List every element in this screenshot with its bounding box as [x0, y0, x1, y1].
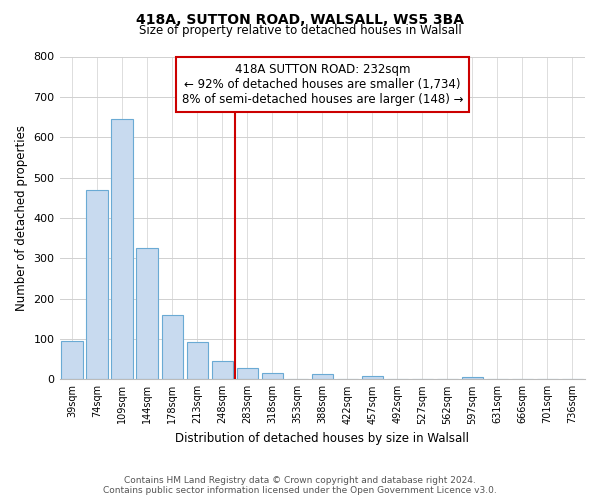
- X-axis label: Distribution of detached houses by size in Walsall: Distribution of detached houses by size …: [175, 432, 469, 445]
- Text: Size of property relative to detached houses in Walsall: Size of property relative to detached ho…: [139, 24, 461, 37]
- Bar: [212, 361, 233, 380]
- Y-axis label: Number of detached properties: Number of detached properties: [15, 125, 28, 311]
- Bar: [311, 374, 333, 380]
- Bar: [236, 368, 258, 380]
- Bar: [112, 119, 133, 380]
- Bar: [86, 190, 108, 380]
- Bar: [462, 378, 483, 380]
- Text: Contains HM Land Registry data © Crown copyright and database right 2024.
Contai: Contains HM Land Registry data © Crown c…: [103, 476, 497, 495]
- Bar: [362, 376, 383, 380]
- Text: 418A SUTTON ROAD: 232sqm
← 92% of detached houses are smaller (1,734)
8% of semi: 418A SUTTON ROAD: 232sqm ← 92% of detach…: [182, 63, 463, 106]
- Bar: [136, 248, 158, 380]
- Bar: [187, 342, 208, 380]
- Bar: [61, 341, 83, 380]
- Bar: [161, 314, 183, 380]
- Text: 418A, SUTTON ROAD, WALSALL, WS5 3BA: 418A, SUTTON ROAD, WALSALL, WS5 3BA: [136, 12, 464, 26]
- Bar: [262, 374, 283, 380]
